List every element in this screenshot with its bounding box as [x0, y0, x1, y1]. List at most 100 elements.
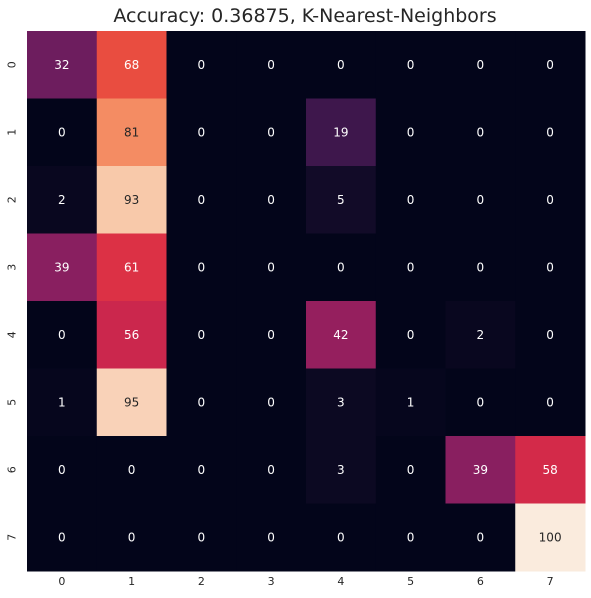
heatmap-cell-r3-c3	[236, 233, 307, 302]
heatmap-cell-r1-c5	[375, 98, 446, 167]
cell-value-label: 0	[267, 125, 275, 139]
cell-value-label: 0	[128, 530, 136, 544]
heatmap-cell-r3-c0	[27, 233, 98, 302]
heatmap-cell-r2-c2	[166, 166, 237, 234]
cell-value-label: 58	[542, 463, 557, 477]
heatmap-cell-r0-c2	[166, 31, 237, 99]
heatmap-cell-r2-c6	[445, 166, 516, 234]
heatmap-cell-r0-c1	[96, 31, 167, 99]
cell-value-label: 19	[333, 125, 348, 139]
heatmap-cell-r7-c2	[166, 503, 237, 572]
heatmap-cell-r1-c3	[236, 98, 307, 167]
y-tick-label: 4	[6, 331, 19, 338]
heatmap-cell-r6-c5	[375, 436, 446, 504]
heatmap-cell-r4-c5	[375, 301, 446, 369]
heatmap-cell-r4-c2	[166, 301, 237, 369]
heatmap-cell-r5-c3	[236, 368, 307, 437]
cell-value-label: 100	[539, 530, 562, 544]
cell-value-label: 0	[477, 395, 485, 409]
cell-value-label: 1	[58, 395, 66, 409]
x-tick-label: 6	[477, 575, 484, 588]
heatmap-cell-r7-c6	[445, 503, 516, 572]
cell-value-label: 0	[546, 395, 554, 409]
cell-value-label: 93	[124, 193, 139, 207]
y-tick-label: 3	[6, 264, 19, 271]
heatmap-cell-r6-c2	[166, 436, 237, 504]
x-tick-label: 2	[198, 575, 205, 588]
y-tick-label: 6	[6, 466, 19, 473]
cell-value-label: 0	[267, 463, 275, 477]
x-tick-label: 7	[547, 575, 554, 588]
heatmap-cell-r0-c7	[515, 31, 586, 99]
cell-value-label: 0	[267, 395, 275, 409]
heatmap-cell-r7-c3	[236, 503, 307, 572]
heatmap-cell-r5-c2	[166, 368, 237, 437]
cell-value-label: 5	[337, 193, 345, 207]
heatmap-cell-r7-c7	[515, 503, 586, 572]
cell-value-label: 0	[267, 260, 275, 274]
heatmap-cell-r7-c4	[306, 503, 377, 572]
y-tick-label: 7	[6, 534, 19, 541]
cell-value-label: 0	[477, 58, 485, 72]
heatmap-cell-r6-c1	[96, 436, 167, 504]
y-tick-label: 5	[6, 399, 19, 406]
heatmap-cell-r4-c0	[27, 301, 98, 369]
heatmap-cell-r4-c3	[236, 301, 307, 369]
heatmap-cell-r1-c2	[166, 98, 237, 167]
cell-value-label: 0	[546, 328, 554, 342]
cell-value-label: 95	[124, 395, 139, 409]
heatmap-cell-r2-c0	[27, 166, 98, 234]
cell-value-label: 0	[267, 530, 275, 544]
cell-value-label: 3	[337, 463, 345, 477]
cell-value-label: 0	[58, 328, 66, 342]
heatmap-cell-r0-c4	[306, 31, 377, 99]
heatmap-cell-r2-c7	[515, 166, 586, 234]
heatmap-cell-r5-c7	[515, 368, 586, 437]
cell-value-label: 0	[407, 530, 415, 544]
heatmap-cell-r6-c4	[306, 436, 377, 504]
cell-value-label: 0	[198, 193, 206, 207]
y-tick-label: 0	[6, 61, 19, 68]
heatmap-cell-r6-c6	[445, 436, 516, 504]
cell-value-label: 81	[124, 125, 139, 139]
y-axis-ticks: 0 1 2 3 4 5 6 7	[6, 61, 19, 541]
heatmap-cell-r7-c1	[96, 503, 167, 572]
cell-value-label: 0	[407, 125, 415, 139]
cell-value-label: 0	[198, 328, 206, 342]
heatmap-cell-r2-c5	[375, 166, 446, 234]
cell-value-label: 0	[546, 260, 554, 274]
cell-value-label: 56	[124, 328, 139, 342]
cell-value-label: 0	[198, 58, 206, 72]
heatmap-cell-r4-c7	[515, 301, 586, 369]
cell-value-label: 0	[407, 260, 415, 274]
heatmap-cell-r0-c6	[445, 31, 516, 99]
x-tick-label: 3	[268, 575, 275, 588]
heatmap-cell-r6-c0	[27, 436, 98, 504]
cell-value-label: 0	[546, 193, 554, 207]
cell-value-label: 0	[58, 125, 66, 139]
cell-value-label: 0	[198, 395, 206, 409]
cell-value-label: 61	[124, 260, 139, 274]
heatmap-cell-r3-c5	[375, 233, 446, 302]
heatmap-cell-r3-c1	[96, 233, 167, 302]
heatmap-cell-r5-c1	[96, 368, 167, 437]
x-axis-ticks: 0 1 2 3 4 5 6 7	[58, 575, 553, 588]
heatmap-cell-r7-c0	[27, 503, 98, 572]
heatmap-cell-r6-c7	[515, 436, 586, 504]
cell-value-label: 0	[407, 328, 415, 342]
cell-value-label: 0	[477, 530, 485, 544]
cell-value-label: 0	[407, 463, 415, 477]
x-tick-label: 0	[58, 575, 65, 588]
heatmap-cell-r7-c5	[375, 503, 446, 572]
heatmap-cell-r1-c0	[27, 98, 98, 167]
cell-value-label: 39	[54, 260, 69, 274]
x-tick-label: 1	[128, 575, 135, 588]
heatmap-cell-r3-c6	[445, 233, 516, 302]
heatmap-cell-r6-c3	[236, 436, 307, 504]
cell-value-label: 0	[128, 463, 136, 477]
cell-value-label: 1	[407, 395, 415, 409]
cell-value-label: 0	[267, 58, 275, 72]
x-tick-label: 4	[337, 575, 344, 588]
heatmap-cell-r4-c1	[96, 301, 167, 369]
cell-value-label: 0	[58, 530, 66, 544]
